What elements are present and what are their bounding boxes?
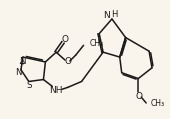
- Text: N: N: [15, 68, 21, 77]
- Text: S: S: [26, 81, 31, 90]
- Text: H: H: [111, 10, 117, 19]
- Text: NH: NH: [49, 86, 63, 95]
- Text: O: O: [62, 35, 69, 44]
- Text: CH₃: CH₃: [151, 99, 165, 108]
- Text: O: O: [136, 92, 143, 101]
- Text: N: N: [103, 11, 109, 20]
- Text: O: O: [64, 57, 71, 66]
- Text: CH₃: CH₃: [89, 39, 104, 48]
- Text: N: N: [19, 57, 25, 66]
